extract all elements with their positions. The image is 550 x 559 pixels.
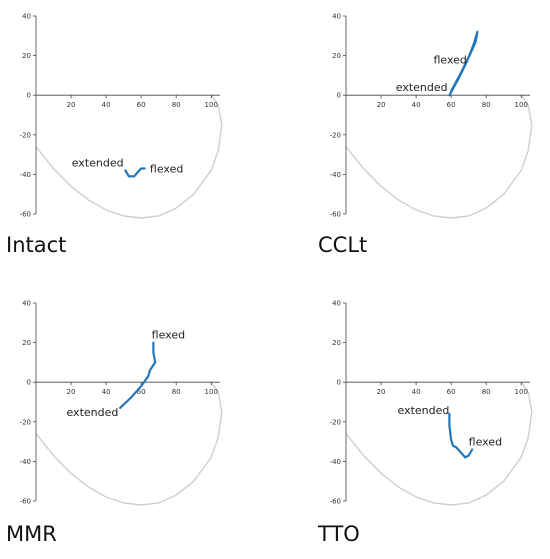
y-tick-label: 20 [22,339,31,347]
annotation-label: flexed [433,54,466,67]
annotation-label: extended [396,81,448,94]
y-tick-label: 0 [27,379,31,387]
panel-title: CCLt [318,233,367,257]
annotation-label: extended [66,406,118,419]
y-tick-label: 40 [22,300,31,308]
y-tick-label: -20 [330,418,341,426]
x-tick-label: 40 [102,388,111,396]
x-tick-label: 80 [482,101,491,109]
annotation-label: extended [72,156,124,169]
trajectory-line [448,30,479,97]
y-tick-label: -40 [20,458,31,466]
y-tick-label: -60 [20,498,31,506]
y-tick-label: 40 [332,13,341,21]
y-tick-label: -40 [20,171,31,179]
y-tick-label: -20 [330,131,341,139]
x-tick-label: 100 [205,388,218,396]
y-tick-label: -60 [330,498,341,506]
y-tick-label: -40 [330,458,341,466]
y-tick-label: 40 [22,13,31,21]
boundary-curve [35,94,223,219]
panel-title: TTO [317,522,360,546]
chart-panel-0: 40 20 0 -20 -40 -60 20 40 60 80 100 extended flexed I… [6,13,223,257]
x-tick-label: 20 [67,388,76,396]
y-tick-label: -20 [20,418,31,426]
y-tick-label: 0 [337,92,341,100]
x-tick-label: 60 [447,101,456,109]
chart-panel-3: 40 20 0 -20 -40 -60 20 40 60 80 100 extended flexed T… [317,300,533,546]
boundary-curve [345,381,533,506]
chart-panel-1: 40 20 0 -20 -40 -60 20 40 60 80 100 flexed extended C… [318,13,533,257]
x-tick-label: 40 [412,101,421,109]
x-tick-label: 60 [137,101,146,109]
boundary-curve [345,94,533,219]
x-tick-label: 100 [515,101,528,109]
panel-title: MMR [6,522,57,546]
x-tick-label: 20 [377,388,386,396]
x-tick-label: 100 [515,388,528,396]
y-tick-label: 20 [332,339,341,347]
x-tick-label: 40 [412,388,421,396]
x-tick-label: 80 [482,388,491,396]
trajectory-line [118,341,157,409]
x-tick-label: 80 [172,388,181,396]
chart-panel-2: 40 20 0 -20 -40 -60 20 40 60 80 100 flexed extended M… [6,300,223,546]
x-tick-label: 60 [447,388,456,396]
x-tick-label: 100 [205,101,218,109]
trajectory-line [448,412,474,459]
y-tick-label: 0 [337,379,341,387]
y-tick-label: 40 [332,300,341,308]
boundary-curve [35,381,223,506]
y-tick-label: -60 [330,211,341,219]
y-tick-label: -20 [20,131,31,139]
y-tick-label: 20 [332,52,341,60]
x-tick-label: 40 [102,101,111,109]
y-tick-label: -40 [330,171,341,179]
x-tick-label: 60 [137,388,146,396]
x-tick-label: 20 [67,101,76,109]
y-tick-label: 0 [27,92,31,100]
panel-title: Intact [6,233,66,257]
x-tick-label: 20 [377,101,386,109]
trajectory-line [124,167,146,178]
annotation-label: flexed [469,436,502,449]
y-tick-label: -60 [20,211,31,219]
x-tick-label: 80 [172,101,181,109]
annotation-label: flexed [152,329,185,342]
annotation-label: flexed [150,162,183,175]
y-tick-label: 20 [22,52,31,60]
annotation-label: extended [398,404,450,417]
